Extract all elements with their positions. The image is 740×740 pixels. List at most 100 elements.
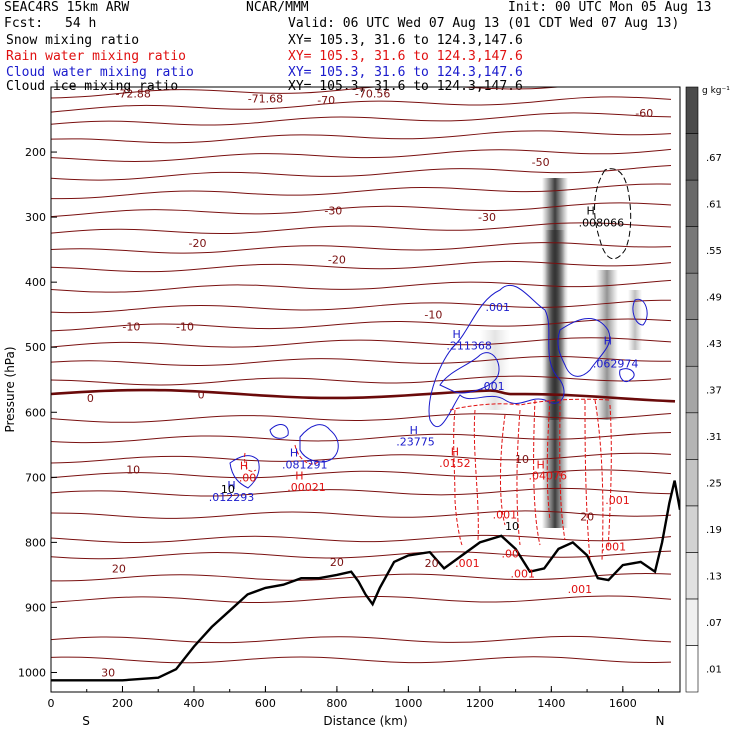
terrain-line <box>51 480 680 682</box>
isotherm-line <box>51 375 672 386</box>
colorbar-segment <box>685 412 699 460</box>
colorbar: .01 .07 .13 .19 .25 .31 .37 .43 .49 .55 .61 .67 g kg… <box>685 86 730 693</box>
field-label: .04076 <box>529 469 568 482</box>
rain-water-contour <box>546 399 551 521</box>
rain-water-contours <box>244 398 612 561</box>
temperature-label: 20 <box>112 562 126 575</box>
field-label: .23775 <box>396 436 435 449</box>
x-tick-label: 800 <box>326 697 347 710</box>
temperature-label: 0 <box>87 392 94 405</box>
isotherm-line <box>51 260 672 273</box>
x-tick-label: 0 <box>48 697 55 710</box>
y-tick-label: 1000 <box>18 666 46 679</box>
isotherm-line <box>51 355 672 367</box>
colorbar-segment <box>685 459 699 507</box>
x-tick-label: 400 <box>183 697 204 710</box>
snow-core <box>545 230 565 420</box>
colorbar-segment <box>685 179 699 227</box>
field-label: H <box>227 479 235 492</box>
isotherms <box>51 87 676 664</box>
rain-water-contour <box>516 409 521 546</box>
field-label: .001 <box>493 508 518 521</box>
colorbar-segment <box>685 226 699 274</box>
terrain-line <box>51 480 680 682</box>
temperature-label: -71.68 <box>248 93 283 106</box>
isotherm-line <box>51 635 672 644</box>
snow-column-tertiary <box>628 290 642 350</box>
field-label: H <box>452 328 460 341</box>
field-label: H <box>240 460 248 473</box>
isotherm-line <box>51 222 672 235</box>
colorbar-segment <box>685 365 699 414</box>
x-tick-label: 1000 <box>394 697 422 710</box>
cloud-water-contour <box>428 284 565 428</box>
field-label: H <box>604 335 612 348</box>
cloud-water-contour <box>299 424 339 463</box>
colorbar-label: .49 <box>706 292 722 303</box>
rain-water-contour <box>473 409 479 541</box>
isotherm-zero-line <box>51 388 676 403</box>
x-axis-label: Distance (km) <box>323 714 407 728</box>
field-label: .001 <box>602 540 627 553</box>
field-label: .0152 <box>439 457 471 470</box>
valid-time: Valid: 06 UTC Wed 07 Aug 13 (01 CDT Wed … <box>288 16 680 31</box>
axes: 0 200 400 600 800 1000 1200 1400 160020030040050… <box>3 146 664 728</box>
rain-water-contour <box>559 399 566 541</box>
isotherm-line <box>51 87 565 99</box>
colorbar-segment <box>685 505 699 553</box>
colorbar-segment <box>685 133 699 181</box>
field-label: .001 <box>485 301 510 314</box>
rain-water-contour <box>584 399 591 561</box>
field-label: 10 <box>221 483 235 496</box>
field-label: H <box>451 445 459 458</box>
rain-water-contour <box>453 409 463 546</box>
isotherm-line <box>51 130 672 144</box>
rain-water-contour <box>294 444 321 465</box>
isotherm-line <box>51 164 672 181</box>
temperature-label: -30 <box>478 211 496 224</box>
colorbar-label: .31 <box>706 432 722 443</box>
model-name: SEAC4RS 15km ARW <box>4 0 130 15</box>
temperature-label: 0 <box>198 389 205 402</box>
field-xy-cloud-water: XY= 105.3, 31.6 to 124.3,147.6 <box>288 65 523 80</box>
isotherm-line <box>51 469 672 479</box>
y-tick-label: 400 <box>25 276 46 289</box>
field-label: .008066 <box>579 216 625 229</box>
plot-frame <box>50 86 681 693</box>
temperature-label: -72.88 <box>115 88 150 101</box>
rain-water-contour <box>607 404 612 551</box>
isotherm-line <box>51 573 672 582</box>
isotherm-line <box>51 318 672 332</box>
temperature-label: 20 <box>330 556 344 569</box>
field-label-cloud-water: Cloud water mixing ratio <box>6 65 194 80</box>
isotherm-line <box>51 112 672 126</box>
isotherm-line <box>51 148 672 162</box>
field-label: .001 <box>455 557 480 570</box>
rain-water-contour <box>594 399 604 561</box>
rain-water-contour <box>449 398 611 411</box>
temperature-label: -70.56 <box>355 88 390 101</box>
temperature-label: 10 <box>126 464 140 477</box>
isotherm-line <box>51 202 672 218</box>
y-tick-label: 600 <box>25 406 46 419</box>
x-tick-label: 1200 <box>466 697 494 710</box>
isotherm-line <box>51 656 672 664</box>
y-tick-label: 900 <box>25 601 46 614</box>
temperature-label: -10 <box>176 320 194 333</box>
field-label: .081291 <box>282 458 328 471</box>
field-label: .062974 <box>593 357 639 370</box>
isotherm-line <box>51 452 672 464</box>
colorbar-label: .67 <box>706 153 722 164</box>
field-label: H <box>295 469 303 482</box>
cloud-water-contour <box>439 352 500 394</box>
cloud-ice-contours <box>594 168 632 260</box>
field-label-rain: Rain water mixing ratio <box>6 49 187 64</box>
y-tick-label: 500 <box>25 341 46 354</box>
temperature-label: 20 <box>425 557 439 570</box>
south-label: S <box>82 714 90 728</box>
field-label: .001 <box>605 494 630 507</box>
colorbar-segment <box>685 319 699 367</box>
temperature-label: -10 <box>424 309 442 322</box>
temperature-label: -50 <box>532 156 550 169</box>
x-tick-label: 200 <box>112 697 133 710</box>
